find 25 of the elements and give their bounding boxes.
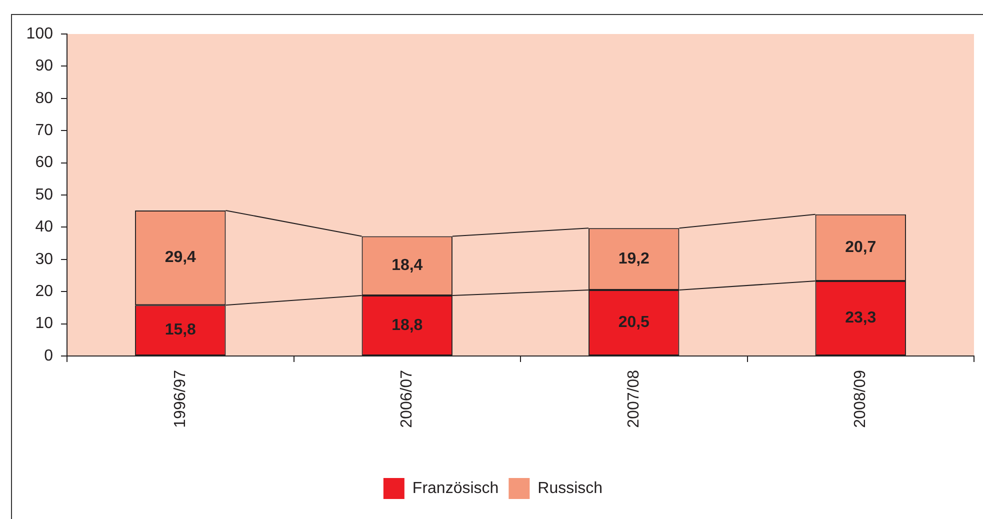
data-label: 20,7 bbox=[845, 239, 876, 256]
y-tick-label: 20 bbox=[35, 283, 54, 300]
legend-label: Russisch bbox=[538, 480, 603, 497]
y-tick-label: 80 bbox=[35, 90, 54, 107]
y-tick-label: 30 bbox=[35, 250, 54, 268]
y-tick-label: 0 bbox=[44, 347, 54, 364]
legend-label: Französisch bbox=[412, 480, 499, 497]
y-tick-label: 60 bbox=[35, 154, 54, 172]
y-tick-label: 40 bbox=[35, 218, 54, 236]
y-tick-label: 10 bbox=[35, 315, 54, 332]
data-label: 23,3 bbox=[845, 310, 876, 327]
data-label: 19,2 bbox=[618, 250, 650, 268]
data-label: 18,8 bbox=[392, 316, 423, 334]
x-tick-label: 2008/09 bbox=[852, 370, 870, 428]
x-tick-label: 1996/97 bbox=[172, 370, 189, 428]
y-tick-label: 70 bbox=[35, 122, 54, 140]
data-label: 18,4 bbox=[392, 257, 423, 274]
data-label: 15,8 bbox=[164, 322, 196, 339]
data-label: 29,4 bbox=[164, 249, 196, 266]
y-tick-label: 50 bbox=[35, 186, 54, 204]
y-tick-label: 100 bbox=[26, 25, 54, 42]
y-tick-label: 90 bbox=[35, 58, 54, 75]
data-label: 20,5 bbox=[618, 314, 650, 332]
x-tick-label: 2007/08 bbox=[625, 370, 642, 428]
x-tick-label: 2006/07 bbox=[398, 370, 416, 428]
